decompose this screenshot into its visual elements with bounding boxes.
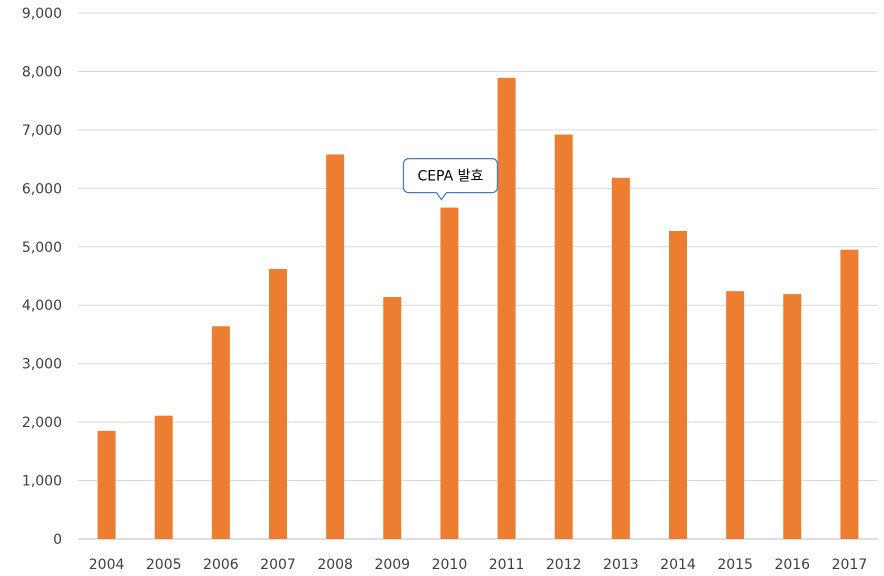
- bar: [269, 268, 287, 539]
- y-tick-label: 6,000: [22, 181, 62, 197]
- y-tick-label: 8,000: [22, 64, 62, 80]
- y-tick-label: 5,000: [22, 240, 62, 256]
- bar: [440, 207, 459, 539]
- callout-box: [402, 158, 499, 201]
- x-tick-label: 2013: [603, 557, 639, 573]
- bar: [211, 326, 230, 539]
- bar: [840, 249, 859, 539]
- bar: [783, 294, 802, 539]
- x-axis-tick-labels: 2004 2005 2006 2007 2008 2009 2010 2011 2012 2013…: [89, 557, 867, 573]
- callout-label: CEPA 발효: [417, 169, 483, 185]
- gridlines: [78, 12, 878, 540]
- x-tick-label: 2007: [260, 557, 296, 573]
- x-tick-label: 2009: [374, 557, 410, 573]
- bar: [611, 177, 630, 539]
- y-tick-label: 4,000: [22, 298, 62, 314]
- bar-series: [97, 77, 859, 540]
- x-tick-label: 2014: [660, 557, 696, 573]
- y-tick-label: 3,000: [22, 357, 62, 373]
- x-tick-label: 2004: [89, 557, 125, 573]
- x-tick-label: 2010: [432, 557, 468, 573]
- y-tick-label: 2,000: [22, 415, 62, 431]
- x-tick-label: 2016: [774, 557, 810, 573]
- x-tick-label: 2012: [546, 557, 582, 573]
- x-tick-label: 2008: [317, 557, 353, 573]
- bar: [154, 415, 173, 539]
- x-tick-label: 2005: [146, 557, 182, 573]
- x-tick-label: 2017: [832, 557, 868, 573]
- y-axis-tick-labels: 0 1,000 2,000 3,000 4,000 5,000 6,000 7,000 8,00…: [22, 6, 62, 548]
- bar: [97, 430, 116, 539]
- bar: [726, 291, 745, 539]
- bar: [383, 297, 402, 539]
- bar: [497, 77, 516, 539]
- x-tick-label: 2011: [489, 557, 525, 573]
- bar: [554, 134, 573, 539]
- x-tick-label: 2006: [203, 557, 239, 573]
- y-tick-label: 7,000: [22, 123, 62, 139]
- bar: [669, 230, 687, 539]
- y-tick-label: 1,000: [22, 474, 62, 490]
- annotations: CEPA 발효: [402, 158, 499, 201]
- bar: [326, 154, 345, 540]
- x-tick-label: 2015: [717, 557, 753, 573]
- y-tick-label: 0: [53, 532, 62, 548]
- y-tick-label: 9,000: [22, 6, 62, 22]
